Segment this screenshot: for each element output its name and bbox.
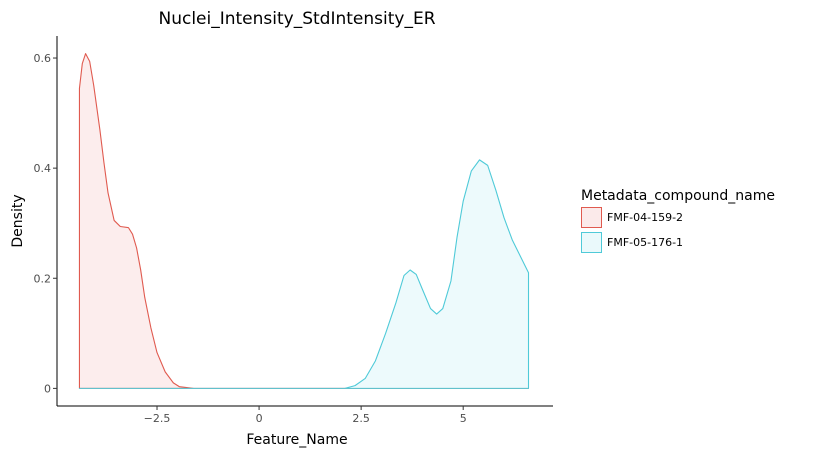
density-area-series-1	[78, 53, 530, 389]
legend-item: FMF-04-159-2	[581, 207, 683, 228]
density-area-series-2	[78, 159, 530, 389]
legend-item: FMF-05-176-1	[581, 232, 683, 253]
x-tick-label: 0	[256, 412, 263, 425]
chart-title: Nuclei_Intensity_StdIntensity_ER	[158, 9, 435, 29]
y-tick-label: 0.4	[34, 162, 52, 175]
legend-items: FMF-04-159-2 FMF-05-176-1	[581, 207, 683, 253]
x-tick-label: 2.5	[352, 412, 370, 425]
y-tick-label: 0.2	[34, 272, 52, 285]
legend-label: FMF-04-159-2	[607, 211, 683, 224]
axes: −2.5 0 2.5 5 0 0.2 0.4 0.6	[34, 36, 553, 425]
legend-swatch	[581, 232, 602, 253]
x-axis-title: Feature_Name	[246, 432, 347, 448]
legend-title: Metadata_compound_name	[581, 188, 775, 204]
legend: Metadata_compound_name FMF-04-159-2FMF-0…	[581, 188, 775, 253]
y-tick-label: 0	[44, 382, 51, 395]
x-tick-label: 5	[460, 412, 467, 425]
legend-swatch	[581, 207, 602, 228]
y-tick-label: 0.6	[34, 52, 52, 65]
legend-label: FMF-05-176-1	[607, 236, 683, 249]
x-tick-label: −2.5	[144, 412, 171, 425]
plot-area	[78, 53, 530, 389]
y-axis-title: Density	[10, 194, 26, 247]
